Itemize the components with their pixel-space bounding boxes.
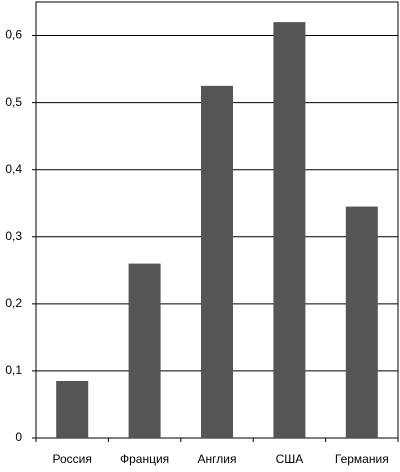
x-tick-label: Франция [120,452,169,466]
y-tick-label: 0 [15,430,22,444]
x-tick-label: Германия [335,452,389,466]
bar [273,22,306,438]
y-tick-label: 0,5 [5,95,22,109]
x-tick-label: Россия [53,452,92,466]
bar [128,263,161,438]
bar [56,380,89,438]
y-tick-label: 0,2 [5,296,22,310]
y-tick-label: 0,1 [5,363,22,377]
x-tick-label: США [276,452,304,466]
y-tick-label: 0,6 [5,28,22,42]
y-tick-label: 0,3 [5,229,22,243]
bar [345,206,378,438]
x-tick-label: Англия [198,452,237,466]
bar [201,85,233,438]
y-tick-label: 0,4 [5,162,22,176]
